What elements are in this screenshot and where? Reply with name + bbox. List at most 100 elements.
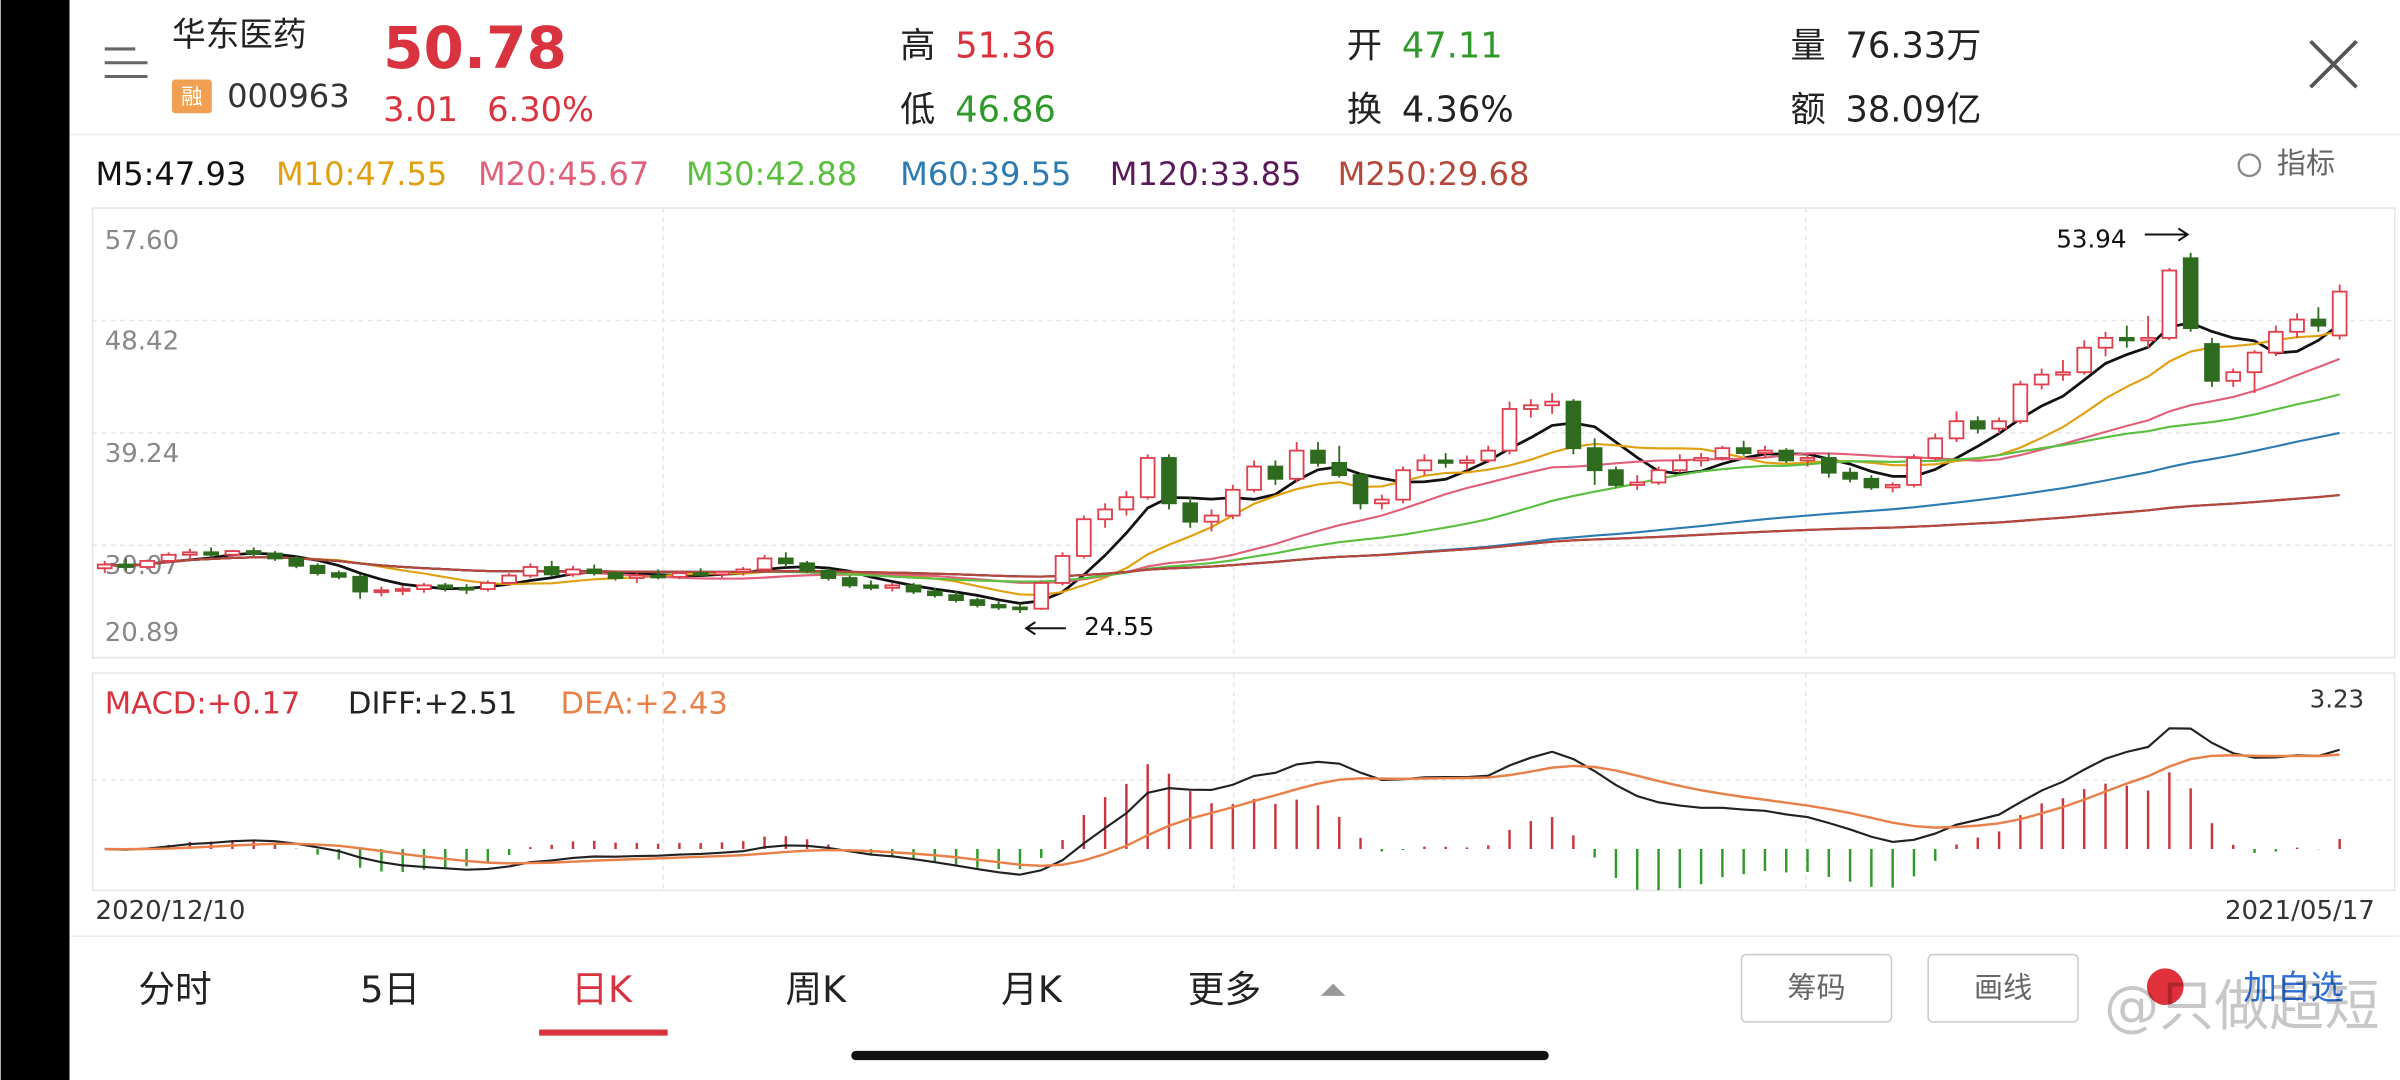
menu-icon[interactable] [104,47,148,79]
quote-value: 47.11 [1402,25,1503,66]
date-end: 2021/05/17 [2225,896,2375,926]
tab[interactable]: 5日 [360,968,420,1011]
candle-body [1033,582,1050,610]
candle-body [884,584,901,589]
dea-label: DEA:+2.43 [561,687,728,722]
ma-label: M20:45.67 [478,155,649,193]
tab[interactable]: 月K [1001,968,1063,1011]
candle-body [1246,465,1262,491]
diff-line [104,727,2340,876]
candle-body [1629,481,1646,486]
candle-body [1416,459,1433,472]
candle-body [1544,400,1560,407]
candle-body [1374,498,1390,505]
candle-body [2055,371,2071,376]
macd-group [104,727,2341,891]
quote-value: 76.33万 [1846,25,1982,66]
candle-body [1523,404,1539,410]
ma-label: M5:47.93 [96,155,247,193]
candle-body [2140,336,2156,342]
candle-body [905,584,922,593]
ma-label: M60:39.55 [900,155,1071,193]
candle-body [650,574,666,579]
candle-body [224,550,241,556]
candle-body [820,569,837,579]
ma-label: M10:47.55 [276,155,447,193]
candle-body [1012,606,1028,611]
candle-body [543,566,560,576]
candle-body [522,566,539,577]
ma-line [104,321,2341,605]
candle-body [182,551,198,556]
candle-body [2161,269,2178,339]
candle-body [394,588,411,592]
candle-body [2331,290,2348,337]
candle-body [1672,459,1688,472]
tab[interactable]: 日K [571,968,633,1011]
candle-body [416,584,432,590]
close-button[interactable] [2309,39,2358,89]
quote-label: 换 [1347,90,1382,131]
macd-max: 3.23 [2310,685,2364,714]
candle-body [1778,449,1795,462]
candle-body [1097,508,1113,521]
change-pct: 6.30% [487,90,594,129]
tab-underline [539,1029,668,1036]
candle-body [1906,457,1922,486]
candle-body [1863,477,1880,489]
candle-body [1267,465,1284,480]
candle-body [267,552,283,560]
candle-body [2268,330,2284,354]
candle-body [2246,351,2263,374]
tab[interactable]: 更多 [1188,968,1261,1011]
more-arrow[interactable] [1320,983,1346,996]
ma-label: M120:33.85 [1110,155,1302,193]
low-label: 24.55 [1084,612,1154,641]
candle-body [2012,383,2029,423]
candle-body [1182,502,1199,523]
quote-label: 额 [1790,90,1825,131]
candle-body [1331,461,1348,477]
candle-body [288,557,305,567]
candle-body [1501,408,1518,452]
ma-label: M30:42.88 [686,155,857,193]
dea-line [104,753,2340,868]
candle-body [1225,488,1241,517]
candle-body [735,568,752,573]
candle-body [1565,400,1582,450]
candle-body [1757,449,1773,454]
quote-label: 高 [900,25,935,66]
candle-body [2076,346,2093,374]
candle-body [501,574,517,584]
candle-body [1054,555,1071,584]
chip-button[interactable] [1740,953,1893,1023]
candle-body [1799,457,1816,462]
ma-label: M250:29.68 [1338,155,1530,193]
candle-body [1288,449,1305,480]
candle-body [2033,373,2050,386]
candle-body [692,572,709,576]
tab[interactable]: 周K [785,968,847,1011]
indicator-icon [2237,153,2262,178]
candle-body [309,564,326,575]
stock-name: 华东医药 [172,15,307,54]
draw-button[interactable] [1927,953,2079,1023]
candle-body [948,594,964,602]
candle-body [1650,469,1667,484]
candle-body [1608,469,1624,486]
indicator-button[interactable]: 指标 [2277,146,2335,180]
candle-body [778,557,794,565]
candle-body [245,550,262,555]
candle-body [863,584,879,589]
tab[interactable]: 分时 [138,968,211,1011]
candle-body [458,586,475,591]
candle-body [799,562,815,572]
candle-body [331,572,347,578]
quote-value: 51.36 [955,25,1056,66]
y-tick-label: 39.24 [105,439,179,469]
candle-body [480,582,496,590]
quote-label: 量 [1790,25,1825,66]
add-watchlist[interactable]: 加自选 [2243,968,2344,1007]
badge-box [172,79,212,114]
quote-value: 4.36% [1402,90,1514,131]
